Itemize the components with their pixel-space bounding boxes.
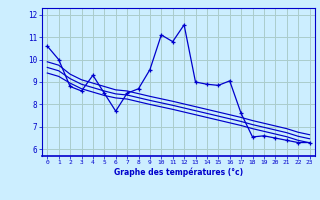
X-axis label: Graphe des températures (°c): Graphe des températures (°c): [114, 168, 243, 177]
